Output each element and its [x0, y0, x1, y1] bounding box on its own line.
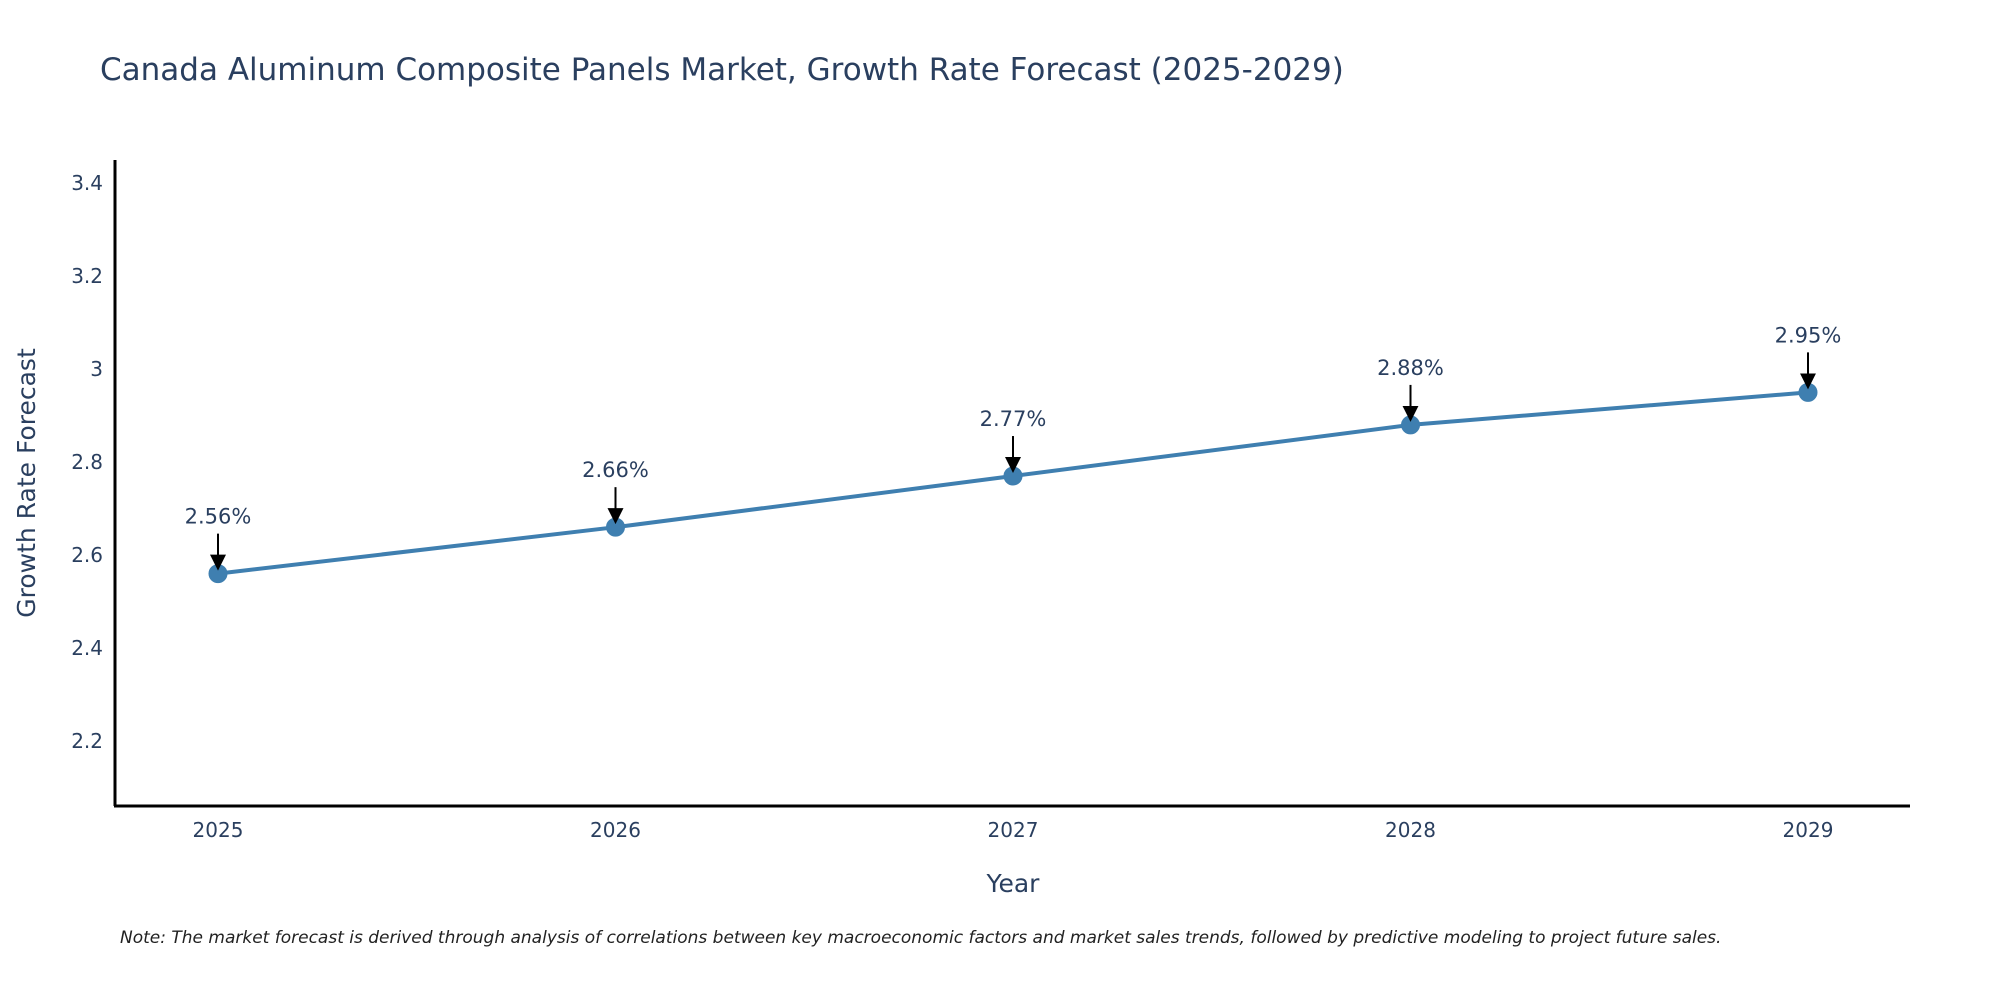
chart-note: Note: The market forecast is derived thr… — [120, 928, 1721, 948]
data-label: 2.56% — [185, 505, 252, 529]
x-tick-label: 2025 — [193, 818, 244, 842]
y-tick-label: 2.2 — [71, 729, 103, 753]
data-point — [1401, 415, 1420, 435]
y-axis-ticks: 2.2 2.4 2.6 2.8 3 3.2 3.4 — [71, 171, 103, 753]
x-tick-label: 2029 — [1783, 818, 1834, 842]
x-tick-label: 2028 — [1385, 818, 1436, 842]
y-axis-title: Growth Rate Forecast — [12, 348, 41, 618]
x-tick-label: 2027 — [988, 818, 1039, 842]
x-axis-ticks: 2025 2026 2027 2028 2029 — [193, 818, 1834, 842]
data-label: 2.77% — [980, 407, 1047, 431]
x-axis-title: Year — [986, 869, 1041, 898]
data-point — [208, 564, 228, 584]
y-tick-label: 3 — [90, 357, 103, 381]
data-point — [606, 517, 625, 537]
data-label-annotations: 2.56% 2.66% 2.77% 2.88% 2.95% — [185, 323, 1842, 571]
y-tick-label: 3.2 — [71, 264, 103, 288]
x-tick-label: 2026 — [590, 818, 641, 842]
data-label: 2.66% — [582, 458, 649, 482]
data-label: 2.88% — [1377, 356, 1444, 380]
y-tick-label: 2.4 — [71, 636, 103, 660]
y-tick-label: 3.4 — [71, 171, 103, 195]
data-label: 2.95% — [1775, 323, 1842, 347]
data-point — [1003, 466, 1023, 486]
y-tick-label: 2.6 — [71, 543, 103, 567]
chart-title: Canada Aluminum Composite Panels Market,… — [100, 52, 1344, 88]
data-point — [1798, 382, 1818, 402]
y-tick-label: 2.8 — [71, 450, 103, 474]
